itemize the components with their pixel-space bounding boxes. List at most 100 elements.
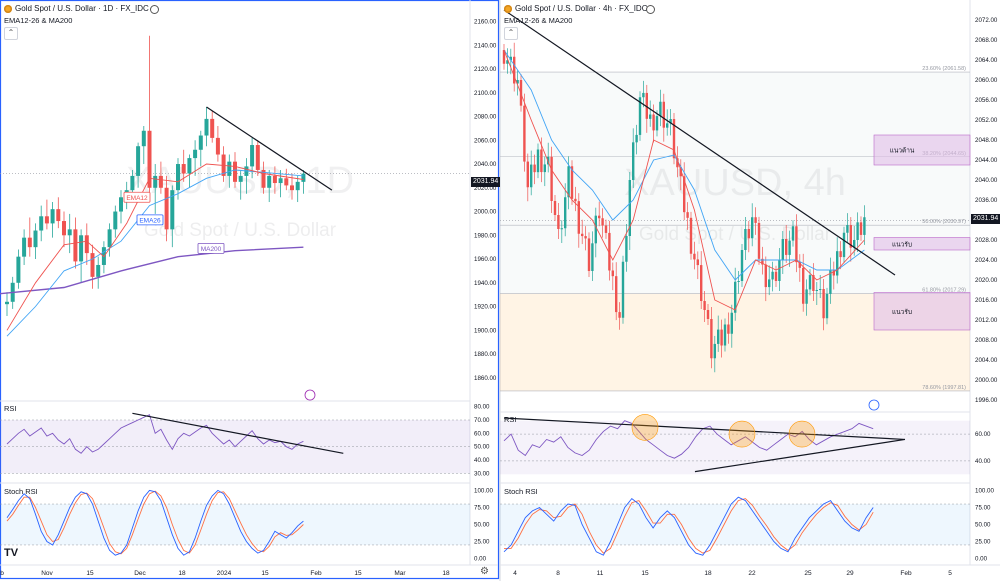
right-y-tick: 2004.00: [975, 357, 998, 364]
left-y-tick: 1920.00: [474, 304, 497, 311]
right-candle-body: [727, 324, 730, 334]
left-y-tick: 1880.00: [474, 351, 497, 358]
left-ma200-tag: [197, 242, 225, 254]
right-candle-body: [768, 279, 771, 288]
left-chart-title[interactable]: Gold Spot / U.S. Dollar · 1D · FX_IDC: [15, 4, 149, 13]
right-candle-body: [717, 329, 720, 344]
right-candle-body: [625, 236, 628, 262]
left-collapse-button[interactable]: ⌃: [4, 27, 18, 40]
left-ma200_label: MA200: [201, 246, 222, 253]
right-candle-body: [574, 198, 577, 202]
right-candle-body: [839, 251, 842, 258]
left-x-tick: 2024: [217, 570, 232, 577]
right-rsi-label[interactable]: RSI: [504, 415, 517, 424]
right-candle-body: [788, 240, 791, 255]
left-candle-body: [215, 137, 220, 155]
right-candle-body: [543, 164, 546, 173]
right-candle-body: [836, 251, 839, 276]
right-y-tick: 2052.00: [975, 117, 998, 124]
left-rsi-tick: 70.00: [474, 417, 490, 424]
left-candle-body: [198, 135, 203, 150]
right-candle-body: [747, 229, 750, 239]
left-stoch-d-line: [6, 490, 304, 555]
left-candle-body: [16, 256, 21, 283]
right-indicator-label[interactable]: EMA12-26 & MA200: [504, 16, 573, 25]
right-y-tick: 2048.00: [975, 137, 998, 144]
left-ema12_label: EMA12: [126, 195, 148, 202]
left-watermark-name: Gold Spot / U.S. Dollar: [144, 220, 337, 241]
right-candle-body: [812, 275, 815, 291]
right-candle-body: [662, 101, 665, 128]
right-y-tick: 1996.00: [975, 397, 998, 404]
right-candle-body: [570, 166, 574, 199]
right-candle-body: [628, 180, 631, 236]
right-candle-body: [523, 105, 526, 162]
left-rsi-line: [6, 414, 304, 454]
right-candle-body: [713, 343, 716, 359]
right-chart-title[interactable]: Gold Spot / U.S. Dollar · 4h · FX_IDC: [515, 4, 648, 13]
right-candle-body: [581, 233, 584, 237]
left-y-tick: 2160.00: [474, 19, 497, 26]
right-rsi-highlight-circle: [788, 420, 816, 448]
right-candle-body: [710, 319, 713, 359]
right-candle-body: [781, 239, 784, 260]
right-candle-body: [849, 225, 852, 248]
left-candle-body: [278, 178, 283, 184]
left-rsi-tick: 60.00: [474, 430, 490, 437]
right-candle-body: [737, 281, 740, 282]
right-candle-body: [638, 97, 642, 135]
right-stoch-label[interactable]: Stoch RSI: [504, 487, 538, 496]
left-rsi-label[interactable]: RSI: [4, 404, 17, 413]
left-indicator-label[interactable]: EMA12-26 & MA200: [4, 16, 73, 25]
right-candle-body: [761, 258, 764, 265]
settings-gear-icon[interactable]: ⚙: [480, 566, 489, 577]
right-zone-box: [873, 134, 971, 166]
right-candle-body: [506, 60, 509, 64]
right-collapse-button[interactable]: ⌃: [504, 27, 518, 40]
right-candle-body: [764, 264, 767, 288]
left-price-badge: 2031.94: [471, 177, 501, 187]
right-candle-body: [550, 156, 553, 201]
left-ema26-tag: [136, 214, 164, 226]
right-y-tick: 2072.00: [975, 17, 998, 24]
left-stoch-k-line: [6, 489, 304, 556]
left-x-tick: b: [0, 570, 4, 577]
left-candle-body: [56, 209, 61, 222]
right-rsi-highlight-circle: [631, 414, 659, 441]
right-candle-body: [536, 149, 540, 173]
right-y-tick: 2000.00: [975, 377, 998, 384]
left-candle-body: [113, 211, 118, 230]
right-rsi-trendline-upper: [503, 417, 906, 441]
right-candle-body: [825, 293, 829, 319]
right-candle-body: [842, 232, 846, 258]
left-rsi-tick: 30.00: [474, 470, 490, 477]
right-y-tick: 2020.00: [975, 277, 998, 284]
right-candle-body: [509, 56, 512, 61]
right-candle-body: [618, 312, 621, 318]
right-candle-body: [856, 222, 859, 240]
left-stoch-label[interactable]: Stoch RSI: [4, 487, 38, 496]
right-y-tick: 2016.00: [975, 297, 998, 304]
right-x-tick: 29: [846, 570, 854, 577]
right-visibility-icon[interactable]: [646, 5, 655, 14]
right-candle-body: [577, 201, 580, 234]
left-candle-body: [22, 237, 27, 257]
right-candle-body: [829, 269, 832, 294]
tradingview-logo: TV: [4, 547, 19, 559]
right-y-tick: 2008.00: [975, 337, 998, 344]
right-candle-body: [604, 225, 608, 233]
right-candle-body: [645, 92, 648, 119]
right-candle-body: [751, 217, 754, 239]
right-rsi-tick: 40.00: [975, 458, 991, 465]
left-y-tick: 1900.00: [474, 327, 497, 334]
right-candle-body: [720, 329, 723, 346]
right-candle-body: [693, 253, 696, 260]
left-rsi-tick: 80.00: [474, 404, 490, 411]
left-candle-body: [119, 197, 123, 212]
right-candle-body: [706, 310, 710, 319]
right-candle-body: [591, 243, 594, 271]
left-visibility-icon[interactable]: [150, 5, 159, 14]
left-candle-body: [84, 235, 89, 254]
right-stoch-tick: 50.00: [975, 522, 991, 529]
right-candle-body: [584, 236, 587, 239]
